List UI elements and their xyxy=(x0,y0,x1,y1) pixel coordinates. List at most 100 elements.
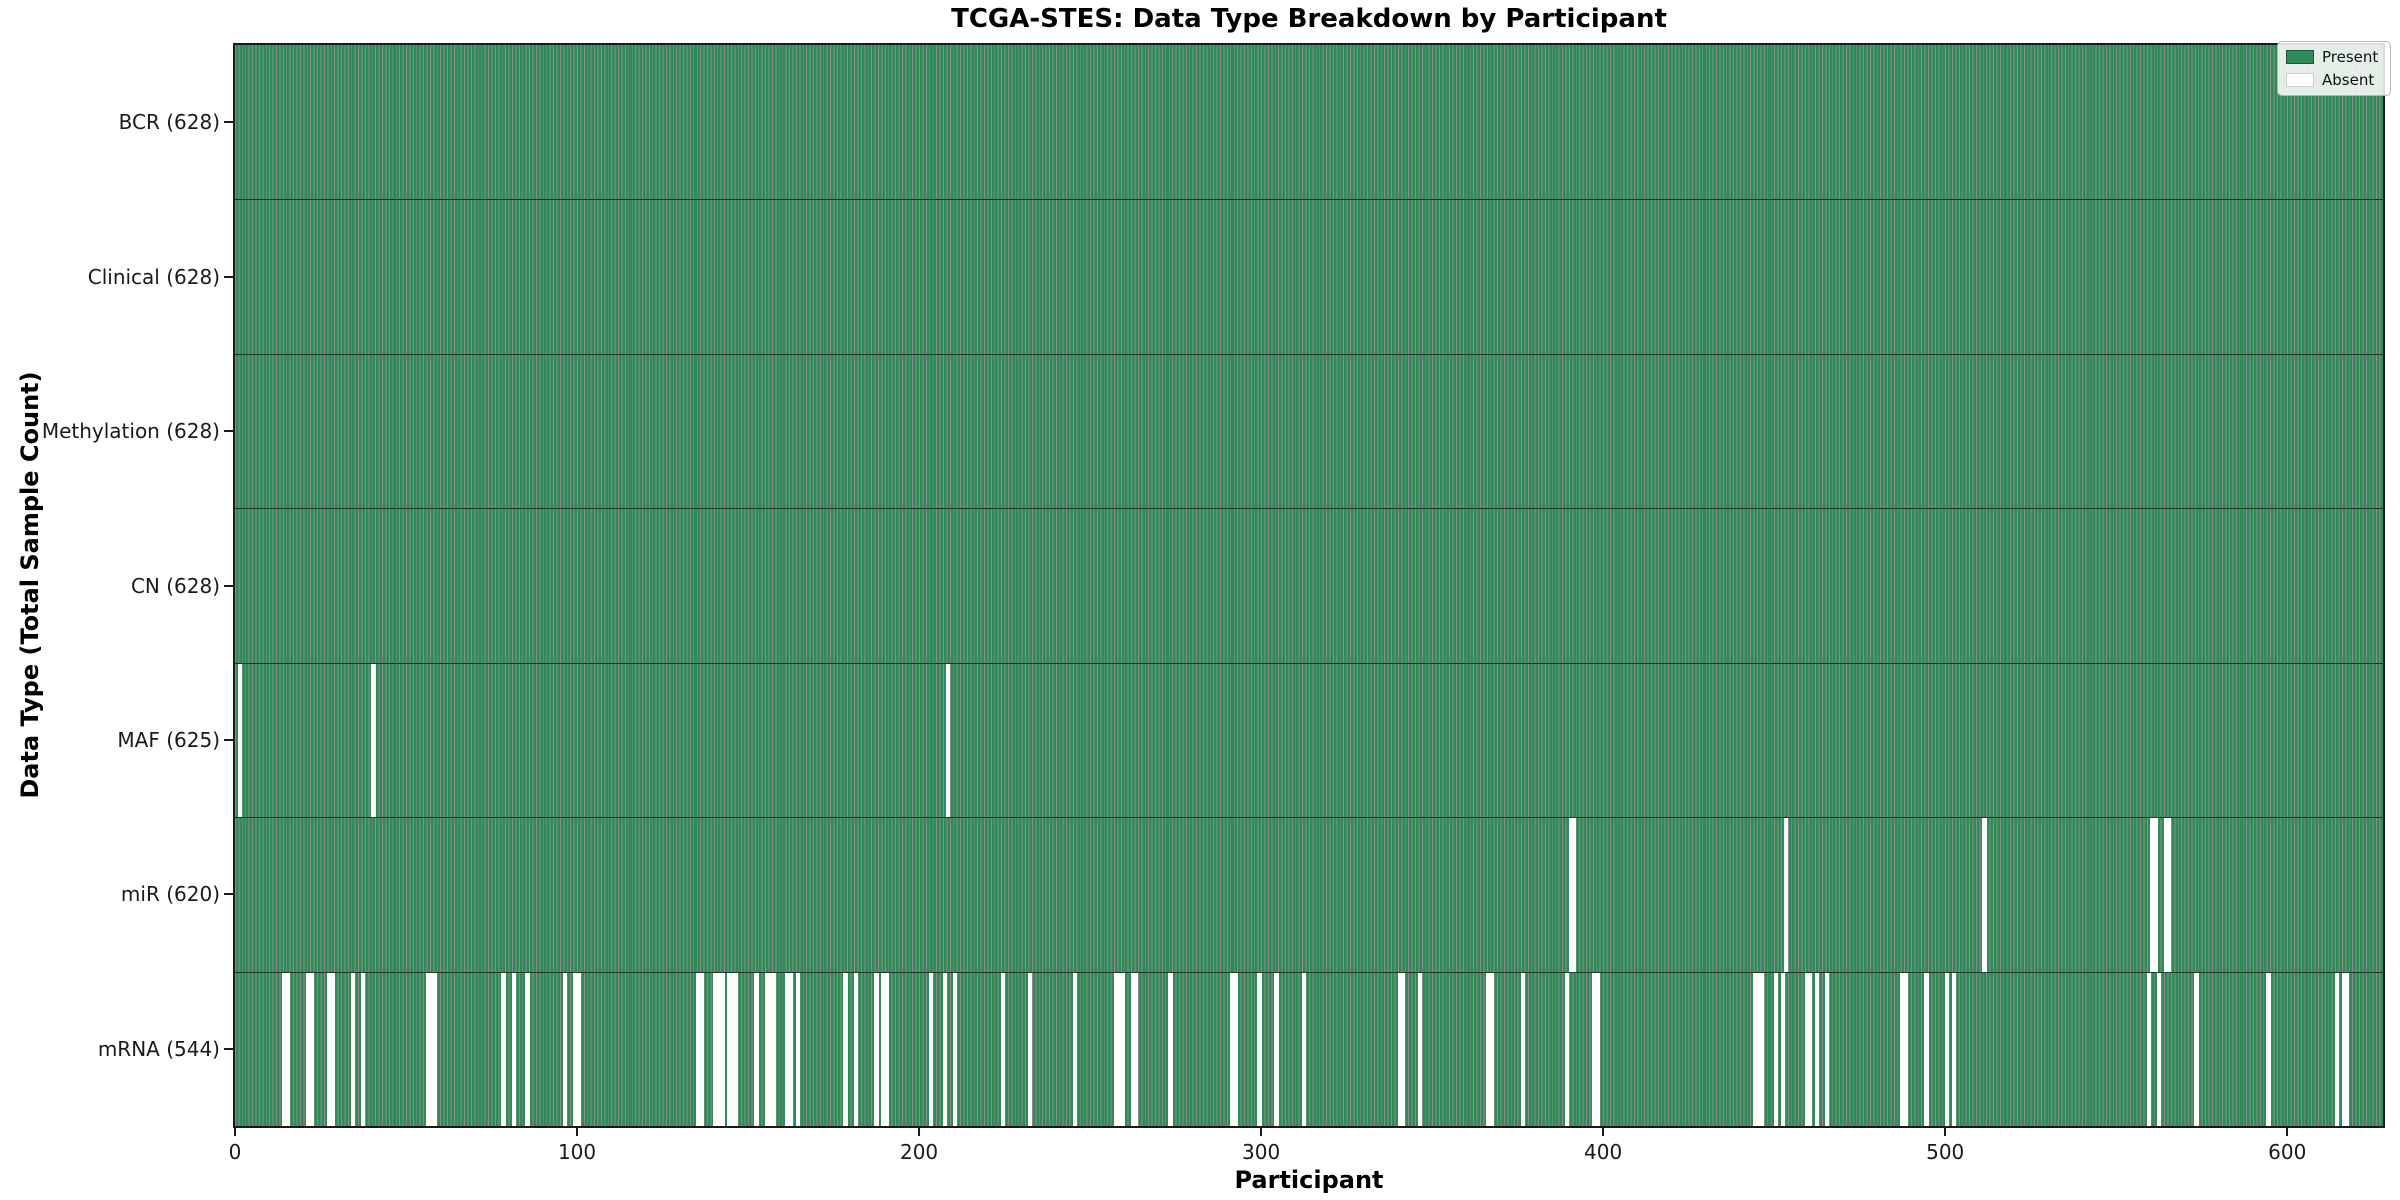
y-tick-mark xyxy=(224,893,233,896)
y-tick-mark xyxy=(224,430,233,433)
row-band-BCR xyxy=(235,45,2383,201)
absent-stripe xyxy=(2167,818,2172,973)
absent-stripe xyxy=(1571,818,1577,973)
row-band-MAF xyxy=(235,662,2383,819)
y-tick-mark xyxy=(224,1047,233,1050)
absent-stripe xyxy=(1814,972,1820,1126)
absent-stripe xyxy=(1168,972,1173,1126)
absent-stripe xyxy=(1900,972,1905,1126)
absent-stripe xyxy=(928,972,934,1126)
chart-title: TCGA-STES: Data Type Breakdown by Partic… xyxy=(951,4,1667,34)
absent-stripe xyxy=(426,972,431,1126)
absent-stripe xyxy=(1784,818,1789,973)
row-band-Clinical xyxy=(235,199,2383,355)
x-tick-mark xyxy=(1944,1127,1947,1136)
absent-stripe xyxy=(1130,972,1136,1126)
absent-stripe xyxy=(282,972,287,1126)
absent-stripe xyxy=(874,972,879,1126)
absent-stripe xyxy=(238,663,243,819)
legend-item-absent: Absent xyxy=(2286,71,2378,89)
legend-label: Absent xyxy=(2322,71,2375,89)
y-tick-label: Clinical (628) xyxy=(87,264,220,289)
absent-stripe xyxy=(1028,972,1033,1126)
absent-stripe xyxy=(429,972,434,1126)
absent-stripe xyxy=(2163,818,2168,973)
y-tick-mark xyxy=(224,275,233,278)
absent-stripe xyxy=(733,972,739,1126)
absent-stripe xyxy=(788,972,793,1126)
absent-stripe xyxy=(573,972,578,1126)
absent-stripe xyxy=(730,972,735,1126)
legend-label: Present xyxy=(2322,48,2379,66)
absent-stripe xyxy=(1780,972,1785,1126)
absent-stripe xyxy=(562,972,568,1126)
y-tick-mark xyxy=(224,584,233,587)
absent-stripe xyxy=(942,972,947,1126)
legend-swatch-absent xyxy=(2286,73,2314,87)
x-tick-mark xyxy=(1602,1127,1605,1136)
absent-stripe xyxy=(1520,972,1525,1126)
absent-stripe xyxy=(2334,972,2340,1126)
absent-stripe xyxy=(309,972,315,1126)
absent-stripe xyxy=(501,972,506,1126)
absent-stripe xyxy=(768,972,773,1126)
absent-stripe xyxy=(1397,972,1402,1126)
absent-stripe xyxy=(1072,972,1077,1126)
absent-stripe xyxy=(1229,972,1235,1126)
absent-stripe xyxy=(785,972,790,1126)
y-tick-label: Methylation (628) xyxy=(41,419,220,444)
absent-stripe xyxy=(1760,972,1765,1126)
absent-stripe xyxy=(511,972,516,1126)
absent-stripe xyxy=(1000,972,1006,1126)
x-axis-label: Participant xyxy=(1234,1166,1384,1194)
x-tick-mark xyxy=(918,1127,921,1136)
x-tick-mark xyxy=(2286,1127,2289,1136)
absent-stripe xyxy=(1134,972,1139,1126)
y-tick-label: miR (620) xyxy=(120,882,220,907)
absent-stripe xyxy=(713,972,718,1126)
absent-stripe xyxy=(884,972,889,1126)
absent-stripe xyxy=(2146,972,2151,1126)
absent-stripe xyxy=(1903,972,1909,1126)
absent-stripe xyxy=(330,972,335,1126)
absent-stripe xyxy=(1924,972,1929,1126)
absent-stripe xyxy=(2156,972,2162,1126)
absent-stripe xyxy=(2344,972,2350,1126)
absent-stripe xyxy=(771,972,776,1126)
absent-stripe xyxy=(1113,972,1118,1126)
x-tick-label: 600 xyxy=(2268,1140,2307,1164)
y-tick-label: CN (628) xyxy=(130,573,220,598)
absent-stripe xyxy=(2150,818,2155,973)
legend-swatch-present xyxy=(2286,50,2314,64)
absent-stripe xyxy=(754,972,759,1126)
row-band-miR xyxy=(235,817,2383,973)
absent-stripe xyxy=(720,972,725,1126)
absent-stripe xyxy=(1807,972,1813,1126)
absent-stripe xyxy=(1257,972,1262,1126)
absent-stripe xyxy=(350,972,356,1126)
y-tick-label: BCR (628) xyxy=(118,110,220,135)
absent-stripe xyxy=(525,972,530,1126)
absent-stripe xyxy=(1951,972,1956,1126)
absent-stripe xyxy=(1756,972,1761,1126)
x-tick-label: 0 xyxy=(228,1140,242,1164)
x-tick-mark xyxy=(234,1127,236,1136)
absent-stripe xyxy=(1120,972,1125,1126)
absent-stripe xyxy=(716,972,722,1126)
absent-stripe xyxy=(1944,972,1950,1126)
y-tick-mark xyxy=(224,738,233,741)
absent-stripe xyxy=(696,972,701,1126)
absent-stripe xyxy=(853,972,858,1126)
absent-stripe xyxy=(1595,972,1601,1126)
x-tick-label: 300 xyxy=(1242,1140,1281,1164)
absent-stripe xyxy=(1489,972,1495,1126)
absent-stripe xyxy=(699,972,705,1126)
absent-stripe xyxy=(1400,972,1406,1126)
y-tick-mark xyxy=(224,121,233,124)
absent-stripe xyxy=(576,972,581,1126)
absent-stripe xyxy=(2194,972,2199,1126)
x-tick-label: 100 xyxy=(557,1140,597,1164)
absent-stripe xyxy=(795,972,800,1126)
absent-stripe xyxy=(2266,972,2271,1126)
absent-stripe xyxy=(1418,972,1423,1126)
